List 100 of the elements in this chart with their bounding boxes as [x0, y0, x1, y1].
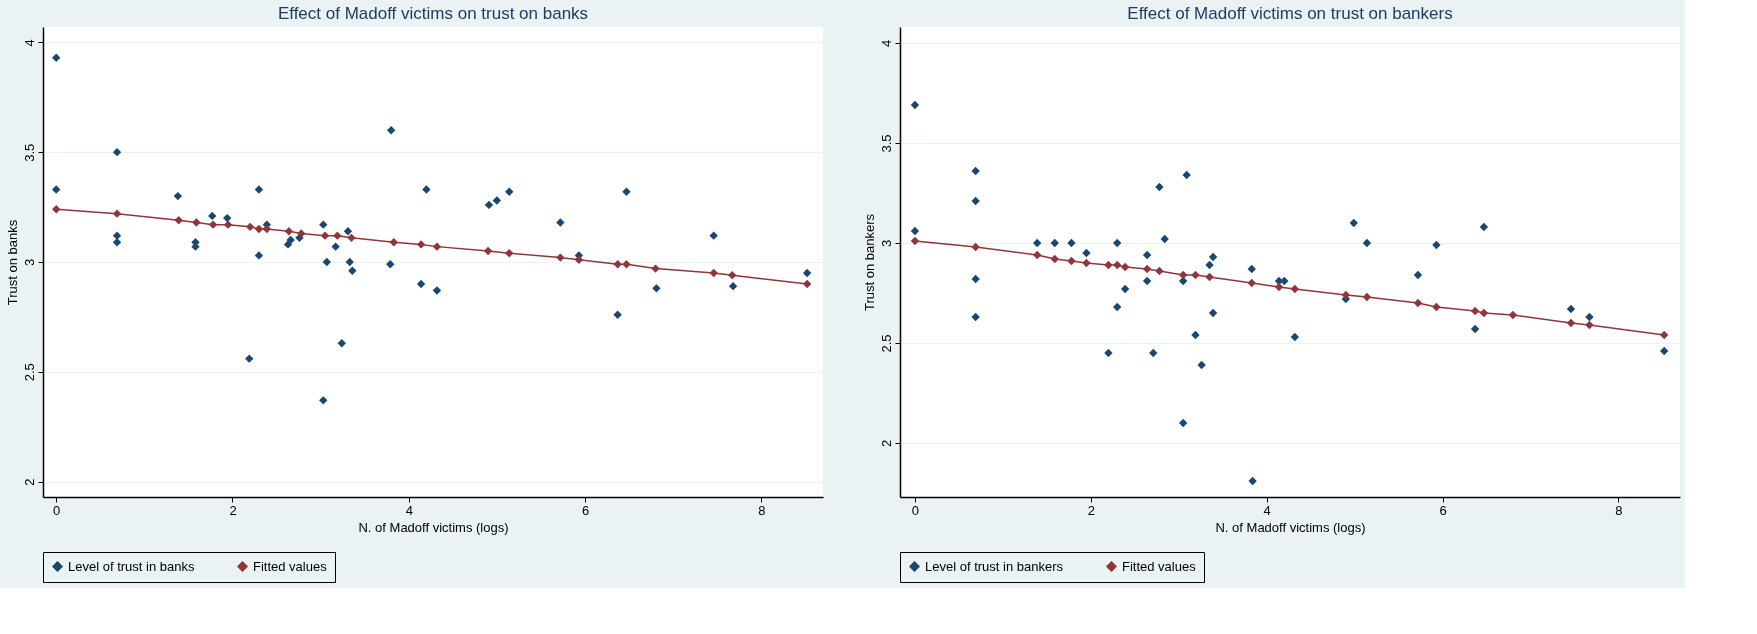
point [1413, 298, 1423, 308]
point [1362, 238, 1372, 248]
point [802, 279, 812, 289]
point [254, 185, 264, 194]
point [112, 148, 122, 157]
point [254, 224, 264, 234]
point [348, 266, 357, 275]
point [651, 264, 660, 273]
point [223, 213, 232, 223]
point [1432, 240, 1441, 250]
point [556, 253, 565, 262]
point [1050, 254, 1059, 264]
point [1155, 182, 1164, 192]
point [337, 339, 346, 348]
point [1248, 476, 1257, 486]
point [432, 286, 442, 295]
point [971, 312, 980, 322]
point [389, 238, 398, 247]
point [422, 185, 431, 194]
point [1120, 284, 1130, 294]
point [1566, 318, 1576, 328]
point [192, 218, 201, 227]
chart-title: Effect of Madoff victims on trust on bankers [1127, 4, 1453, 23]
point [652, 284, 661, 293]
point [1247, 278, 1256, 288]
y-tick-label: 3.5 [878, 134, 894, 153]
y-tick-label: 2 [878, 439, 894, 448]
point [1191, 330, 1200, 340]
point [1470, 324, 1480, 334]
point [343, 227, 353, 236]
x-tick-label: 6 [581, 502, 590, 518]
point [1155, 266, 1164, 276]
point [910, 100, 920, 110]
point [574, 255, 584, 264]
point [1208, 252, 1218, 262]
point [622, 187, 631, 196]
x-tick-label: 2 [1087, 502, 1095, 518]
point [1033, 238, 1042, 248]
point [320, 231, 330, 240]
point [52, 53, 61, 62]
point [1247, 264, 1256, 274]
point [386, 260, 395, 269]
point [322, 257, 331, 267]
point [1290, 332, 1300, 342]
point [1349, 218, 1358, 228]
x-tick-label: 8 [1615, 502, 1623, 518]
x-axis-title: N. of Madoff victims (logs) [358, 519, 509, 535]
point [416, 240, 426, 249]
x-tick-label: 2 [229, 502, 237, 518]
y-tick-label: 2.5 [878, 334, 894, 353]
point [173, 191, 183, 201]
point [319, 396, 328, 405]
point [1470, 306, 1480, 316]
point [728, 270, 737, 280]
point [484, 200, 494, 210]
point [1113, 302, 1122, 312]
point [1050, 238, 1059, 248]
point [1280, 276, 1289, 286]
point [331, 242, 340, 251]
point [1113, 238, 1122, 248]
point [333, 231, 342, 240]
point [1197, 360, 1206, 370]
point [208, 211, 217, 221]
point [1142, 264, 1152, 274]
y-tick-label: 3.5 [21, 143, 37, 162]
point [971, 196, 980, 206]
legend-label: Level of trust in banks [68, 558, 195, 574]
point [1659, 346, 1669, 356]
point [1508, 310, 1518, 320]
point [556, 218, 565, 227]
point [613, 260, 622, 269]
point [1104, 260, 1113, 270]
point [971, 166, 980, 176]
point [1274, 282, 1284, 292]
point [112, 231, 122, 240]
y-tick-label: 3 [21, 258, 37, 267]
y-tick-label: 4 [878, 39, 894, 48]
point [1205, 260, 1214, 270]
x-tick-label: 6 [1439, 502, 1447, 518]
point [613, 310, 622, 319]
point [1082, 258, 1091, 268]
point [622, 260, 631, 269]
point [112, 209, 122, 218]
point [1113, 260, 1122, 270]
legend-label: Fitted values [1122, 558, 1197, 574]
x-tick-label: 8 [758, 502, 766, 518]
point [1104, 348, 1113, 358]
point [1191, 270, 1200, 280]
point [728, 281, 738, 291]
point [910, 226, 920, 236]
point [1082, 248, 1091, 258]
point [1432, 302, 1441, 312]
point [386, 126, 396, 135]
legend-label: Level of trust in bankers [925, 558, 1064, 574]
point [254, 251, 264, 260]
point [245, 354, 254, 363]
point [492, 196, 502, 205]
point [416, 279, 426, 289]
point [1479, 308, 1489, 318]
point [1413, 270, 1423, 280]
